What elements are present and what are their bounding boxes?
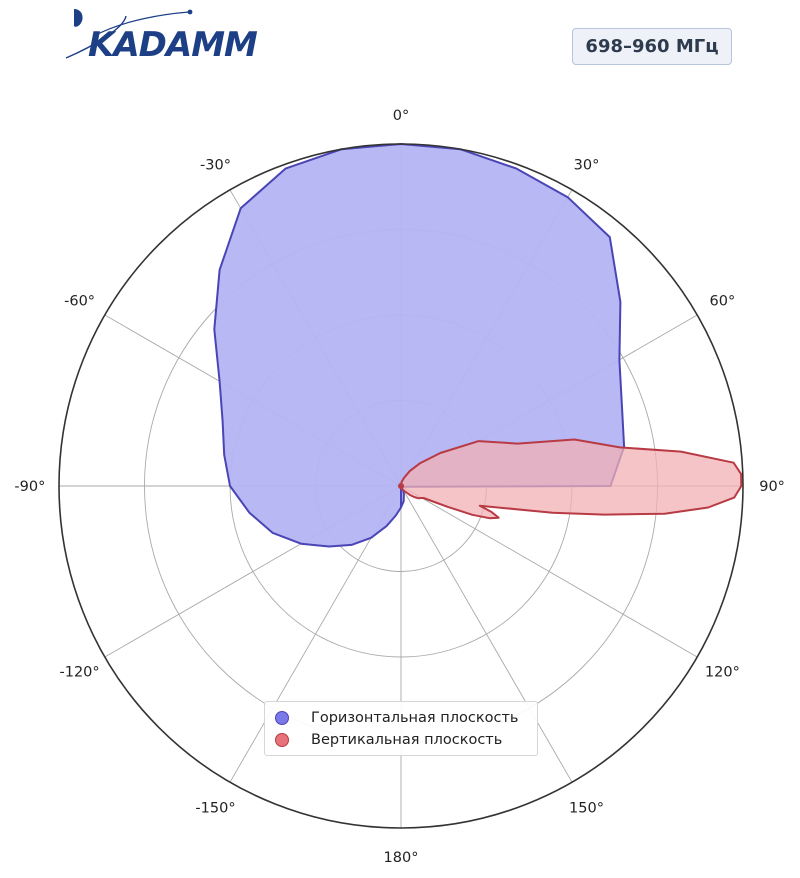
legend-marker-vertical bbox=[275, 733, 289, 747]
angle-tick-label-4: 120° bbox=[705, 665, 740, 681]
logo-text: KADAMM bbox=[88, 25, 258, 62]
angle-tick-label-0: 0° bbox=[393, 108, 409, 124]
grid-spoke-4 bbox=[400, 485, 698, 658]
angle-tick-label-8: -120° bbox=[60, 665, 100, 681]
legend-label-horizontal: Горизонтальная плоскость bbox=[311, 710, 519, 726]
outer-ring bbox=[58, 143, 744, 829]
logo-swoosh bbox=[65, 15, 127, 59]
series-area-vertical bbox=[400, 438, 743, 520]
angle-tick-label-5: 150° bbox=[569, 800, 604, 816]
logo-swoosh-2 bbox=[93, 11, 190, 37]
angle-tick-label-11: -30° bbox=[200, 158, 231, 174]
legend-item-horizontal: Горизонтальная плоскость bbox=[275, 707, 537, 729]
logo-dot bbox=[187, 9, 193, 15]
angle-tick-label-1: 30° bbox=[574, 158, 600, 174]
legend-label-vertical: Вертикальная плоскость bbox=[311, 732, 503, 748]
angle-tick-label-10: -60° bbox=[64, 294, 95, 310]
angle-tick-label-9: -90° bbox=[14, 479, 45, 495]
grid-spoke-5 bbox=[400, 485, 573, 783]
outer-ring-layer bbox=[58, 143, 744, 829]
frequency-badge: 698–960 МГц bbox=[572, 28, 732, 65]
series-layer bbox=[213, 143, 743, 548]
angle-tick-label-3: 90° bbox=[759, 479, 785, 495]
angle-tick-label-6: 180° bbox=[384, 850, 419, 866]
legend-marker-horizontal bbox=[275, 711, 289, 725]
angle-labels: 0° 30° 60° 90° 120° 150° 180° -150° -120° -90° -60… bbox=[14, 108, 785, 866]
kadamm-logo: KADAMM bbox=[65, 9, 259, 62]
angle-tick-label-2: 60° bbox=[710, 294, 736, 310]
angle-tick-label-7: -150° bbox=[195, 800, 235, 816]
legend-item-vertical: Вертикальная плоскость bbox=[275, 729, 537, 751]
legend: Горизонтальная плоскость Вертикальная пл… bbox=[264, 701, 538, 756]
center-point bbox=[398, 483, 404, 489]
logo-mark bbox=[74, 9, 83, 27]
